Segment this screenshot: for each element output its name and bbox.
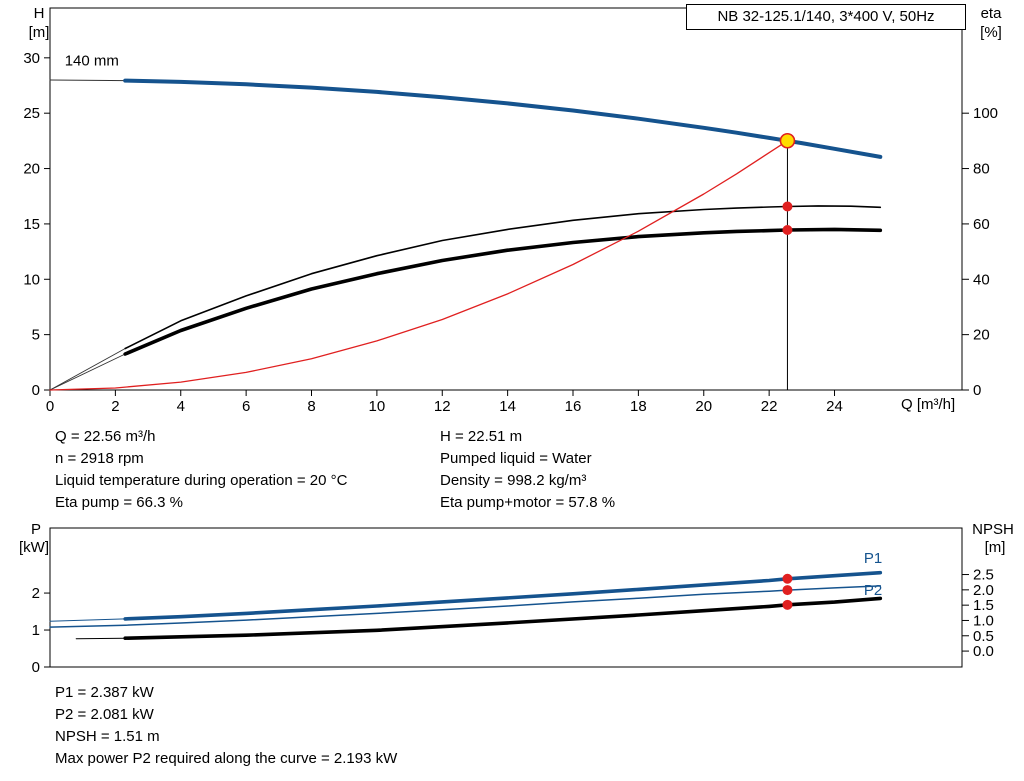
duty-point-p2[interactable] [782,585,793,596]
y-left-axis-unit: [m] [29,24,50,41]
x-tick-label: 4 [177,398,185,415]
curve-p1-lead[interactable] [49,618,126,622]
info-line: P2 = 2.081 kW [55,706,154,723]
x-tick-label: 20 [695,398,712,415]
curve-eta-pump-motor-lead[interactable] [49,353,126,391]
pump-title: NB 32-125.1/140, 3*400 V, 50Hz [717,8,935,25]
x-tick-label: 2 [111,398,119,415]
y-left-axis-title: P [31,521,41,538]
x-tick-label: 16 [565,398,582,415]
y-left-tick-label: 10 [23,271,40,288]
x-tick-label: 0 [46,398,54,415]
power-info: P1 = 2.387 kW P2 = 2.081 kW NPSH = 1.51 m M… [55,682,397,770]
y-right-tick-label: 20 [973,327,990,344]
x-tick-label: 12 [434,398,451,415]
info-line: Q = 22.56 m³/h [55,428,156,445]
y-left-tick-label: 0 [32,382,40,399]
y-right-tick-label: 2.5 [973,567,994,584]
curve-eta-pump-lead[interactable] [49,348,126,391]
x-tick-label: 18 [630,398,647,415]
y-left-tick-label: 0 [32,659,40,676]
y-left-tick-label: 25 [23,105,40,122]
curve-p1-curve[interactable] [123,570,883,621]
y-left-tick-label: 20 [23,161,40,178]
curve-eta-pump-curve[interactable] [124,205,882,350]
info-line: Max power P2 required along the curve = … [55,750,398,767]
impeller-size-label: 140 mm [65,53,119,70]
y-right-tick-label: 1.0 [973,612,994,629]
y-right-tick-label: 0.0 [973,643,994,660]
y-right-tick-label: 60 [973,216,990,233]
duty-point-head[interactable] [779,132,796,149]
plot-frame [49,7,963,391]
y-right-tick-label: 2.0 [973,582,994,599]
info-line: Eta pump+motor = 57.8 % [440,494,616,511]
info-line: H = 22.51 m [440,428,523,445]
y-right-tick-label: 100 [973,105,998,122]
curve-system-curve[interactable] [49,140,789,391]
y-right-axis-unit: [m] [985,539,1006,556]
info-line: Liquid temperature during operation = 20… [55,472,348,489]
y-right-tick-label: 0.5 [973,628,994,645]
y-left-tick-label: 15 [23,216,40,233]
x-tick-label: 10 [369,398,386,415]
x-tick-label: 6 [242,398,250,415]
duty-point-p1[interactable] [782,573,793,584]
y-right-axis-unit: [%] [980,24,1002,41]
curve-eta-pump-motor-curve[interactable] [123,227,883,356]
info-line: Eta pump = 66.3 % [55,494,183,511]
p2-curve-label: P2 [864,582,882,599]
x-axis-title: Q [m³/h] [901,396,955,413]
y-left-tick-label: 2 [32,585,40,602]
curve-npsh-curve[interactable] [123,596,883,640]
y-right-tick-label: 0 [973,382,981,399]
info-line: Density = 998.2 kg/m³ [440,472,587,489]
curve-head-curve-140mm[interactable] [123,78,883,159]
duty-point-npsh[interactable] [782,599,793,610]
x-tick-label: 8 [307,398,315,415]
y-left-tick-label: 30 [23,50,40,67]
power-npsh-chart[interactable]: 0 1 2 0.00.51.01.52.02.5 P1 P2 P[kW] NPSH[m] [0,520,1024,690]
info-line: P1 = 2.387 kW [55,684,154,701]
y-right-axis-title: NPSH [972,521,1014,538]
y-right-tick-label: 1.5 [973,597,994,614]
curve-p2-curve[interactable] [49,585,882,628]
x-tick-label: 24 [826,398,843,415]
plot-frame [49,527,963,668]
x-tick-label: 14 [499,398,516,415]
y-left-axis-title: H [34,5,45,22]
y-right-tick-label: 40 [973,271,990,288]
duty-point-eta-pump[interactable] [782,201,793,212]
info-line: Pumped liquid = Water [440,450,592,467]
pump-title-box: NB 32-125.1/140, 3*400 V, 50Hz [686,4,966,30]
y-left-tick-label: 1 [32,622,40,639]
info-line: NPSH = 1.51 m [55,728,160,745]
duty-point-eta-pump-motor[interactable] [782,225,793,236]
y-left-axis-unit: [kW] [19,539,49,556]
operating-point-info-right: H = 22.51 m Pumped liquid = Water Density … [440,426,615,514]
y-right-axis-title: eta [981,5,1003,22]
operating-point-info-left: Q = 22.56 m³/h n = 2918 rpm Liquid tempera… [55,426,347,514]
y-right-tick-label: 80 [973,161,990,178]
p1-curve-label: P1 [864,550,882,567]
head-efficiency-chart[interactable]: 0 2 4 6 8 10 12 14 16 18 20 22 240510152025300204060… [0,0,1024,420]
curve-head-curve-lead[interactable] [49,79,126,82]
x-tick-label: 22 [761,398,778,415]
info-line: n = 2918 rpm [55,450,144,467]
curve-npsh-lead[interactable] [75,637,126,640]
y-left-tick-label: 5 [32,327,40,344]
